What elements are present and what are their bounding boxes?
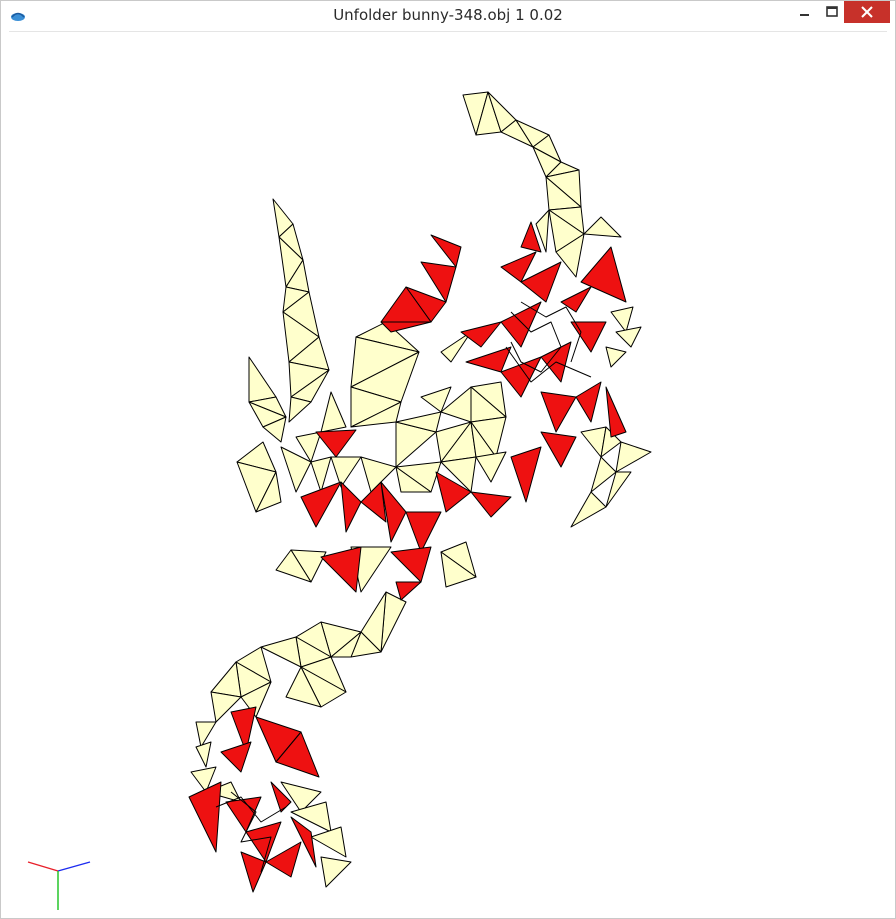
window-title: Unfolder bunny-348.obj 1 0.02	[333, 6, 563, 24]
close-button[interactable]	[844, 1, 890, 23]
gl-viewport[interactable]	[9, 31, 887, 910]
close-icon	[861, 6, 873, 18]
maximize-button[interactable]	[818, 1, 846, 23]
maximize-icon	[826, 6, 838, 17]
minimize-icon	[800, 14, 809, 16]
minimize-button[interactable]	[790, 1, 818, 23]
title-bar[interactable]: Unfolder bunny-348.obj 1 0.02	[1, 1, 895, 31]
unfolded-mesh	[188, 91, 652, 893]
unfolded-mesh-canvas[interactable]	[9, 32, 887, 910]
app-icon	[11, 12, 25, 21]
axis-gizmo	[27, 861, 91, 910]
